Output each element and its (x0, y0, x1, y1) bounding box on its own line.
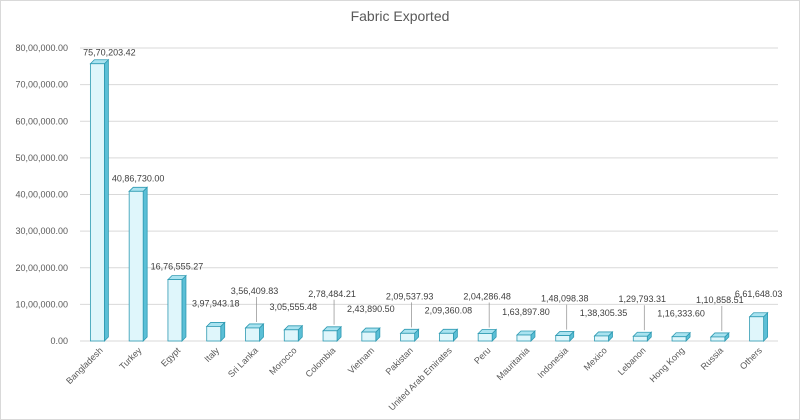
bar (632, 331, 653, 342)
bar (438, 328, 459, 342)
x-tick-label: Morocco (267, 345, 298, 376)
x-tick-label: Sri Lanka (226, 345, 260, 379)
data-label: 1,10,858.51 (696, 295, 744, 305)
bar (244, 322, 265, 342)
bar-side (142, 186, 148, 342)
y-tick-label: 20,00,000.00 (15, 263, 68, 273)
y-axis-ticks: 0.00 10,00,000.00 20,00,000.00 30,00,000.00… (15, 43, 68, 346)
data-label: 1,16,333.60 (657, 309, 705, 319)
x-tick-label: Turkey (117, 345, 144, 372)
x-tick-label: Egypt (159, 345, 183, 369)
bar (477, 328, 498, 342)
bar-front (632, 335, 648, 342)
bar-side (103, 58, 109, 342)
y-tick-label: 30,00,000.00 (15, 226, 68, 236)
data-label: 1,29,793.31 (619, 294, 667, 304)
data-label: 16,76,555.27 (151, 262, 204, 272)
bar (593, 330, 614, 342)
bar-front (167, 279, 183, 342)
data-label: 1,48,098.38 (541, 294, 589, 304)
x-tick-label: Vietnam (346, 345, 376, 375)
bar-front (245, 327, 260, 342)
y-tick-label: 60,00,000.00 (15, 116, 68, 126)
x-tick-label: Hong Kong (648, 345, 687, 384)
bar-front (749, 316, 765, 342)
bar-front (438, 332, 454, 342)
bar-front (516, 334, 532, 342)
x-tick-label: Russia (699, 345, 726, 372)
bar-front (206, 326, 222, 342)
bar (205, 321, 226, 342)
data-labels: 75,70,203.42 40,86,730.00 16,76,555.27 3,97… (83, 48, 782, 331)
bar-front (594, 335, 609, 342)
bar-front (710, 336, 726, 342)
y-tick-label: 40,00,000.00 (15, 190, 68, 200)
data-label: 3,97,943.18 (192, 298, 240, 308)
x-tick-label: Others (738, 345, 765, 372)
data-label: 1,63,897.80 (502, 307, 550, 317)
bar (283, 324, 304, 342)
x-tick-label: Pakistan (384, 345, 415, 376)
bar-side (763, 311, 769, 342)
bar (554, 330, 575, 342)
bar-front (322, 330, 338, 342)
data-label: 3,05,555.48 (270, 302, 318, 312)
y-tick-label: 50,00,000.00 (15, 153, 68, 163)
x-tick-label: Lebanon (616, 345, 648, 377)
data-label: 6,61,648.03 (735, 289, 783, 299)
x-tick-label: Peru (472, 345, 493, 366)
data-label: 2,09,537.93 (386, 291, 434, 301)
x-tick-label: Colombia (304, 345, 338, 379)
x-tick-label: Mauritania (495, 345, 532, 382)
x-tick-label: Mexico (582, 345, 609, 372)
bar-front (361, 331, 377, 342)
bar (322, 325, 343, 342)
data-label: 2,09,360.08 (425, 305, 473, 315)
bar-front (477, 333, 493, 342)
bar (748, 311, 769, 342)
y-tick-label: 10,00,000.00 (15, 299, 68, 309)
bar-front (671, 336, 687, 342)
bar-front (555, 335, 571, 342)
bar (399, 328, 420, 342)
x-tick-label: Italy (202, 345, 221, 364)
bar (89, 58, 110, 342)
gridlines (80, 47, 778, 342)
data-label: 40,86,730.00 (112, 173, 165, 183)
data-label: 75,70,203.42 (83, 48, 136, 58)
bar-front (89, 63, 105, 342)
y-tick-label: 0.00 (50, 336, 68, 346)
bar-side (181, 274, 187, 342)
y-tick-label: 80,00,000.00 (15, 43, 68, 53)
x-tick-label: Bangladesh (64, 345, 105, 386)
bar (515, 330, 536, 342)
bars (89, 58, 769, 342)
y-tick-label: 70,00,000.00 (15, 80, 68, 90)
data-label: 1,38,305.35 (580, 308, 628, 318)
data-label: 2,43,890.50 (347, 304, 395, 314)
bar-front (283, 329, 299, 342)
bar (360, 327, 381, 342)
bar (709, 331, 730, 342)
x-tick-label: Indonesia (535, 345, 570, 380)
bar-front (128, 190, 144, 342)
x-tick-label: United Arab Emirates (387, 345, 455, 413)
data-label: 2,78,484.21 (308, 289, 356, 299)
data-label: 3,56,409.83 (231, 286, 279, 296)
bar (128, 186, 149, 342)
chart-title: Fabric Exported (350, 8, 450, 24)
data-label: 2,04,286.48 (463, 292, 511, 302)
x-axis-ticks: Bangladesh Turkey Egypt Italy Sri Lanka Moroc… (64, 345, 764, 413)
bar (671, 331, 692, 342)
bar-front (400, 332, 416, 342)
bar (166, 274, 187, 342)
